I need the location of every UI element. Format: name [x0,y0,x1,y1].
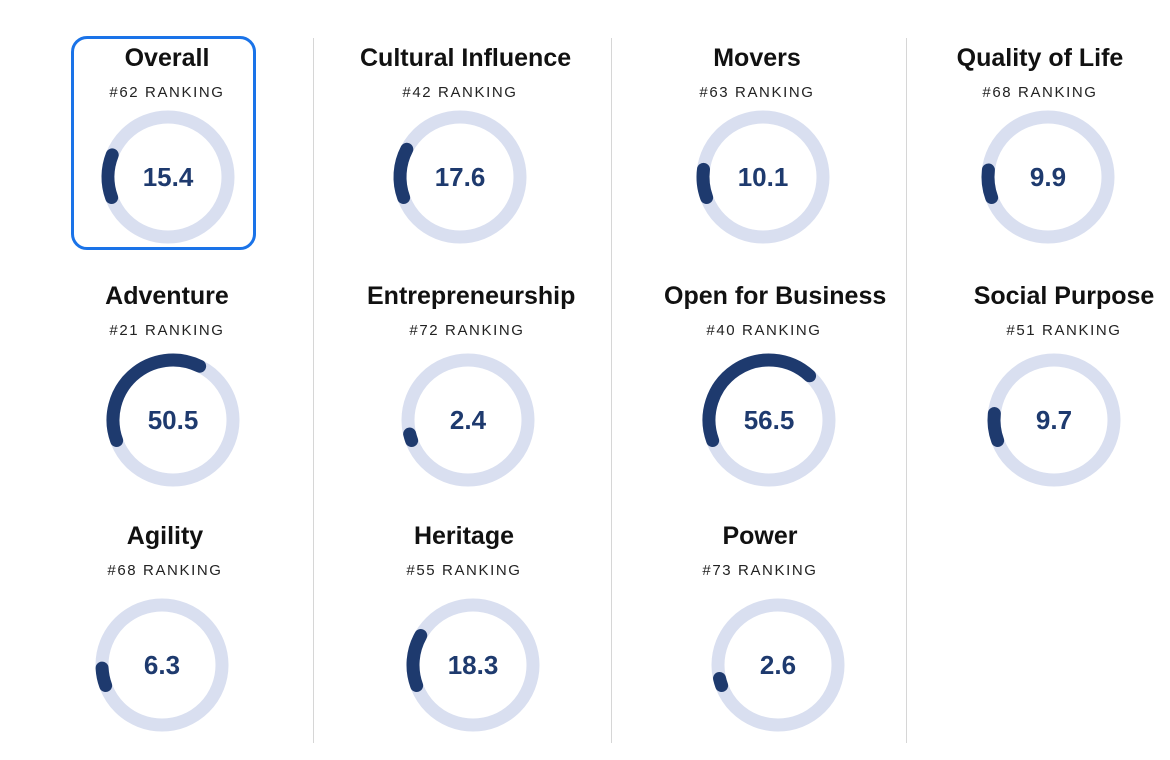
column-divider [313,38,314,743]
metric-ranking: #68 RANKING [107,562,223,579]
score-value: 9.9 [1030,162,1066,192]
metric-title: Adventure [105,282,229,310]
score-value: 2.4 [450,405,487,435]
score-value: 15.4 [143,162,194,192]
gauge-progress-arc [393,142,414,205]
gauge-progress-arc [987,407,1005,448]
metric-ranking: #55 RANKING [406,562,522,579]
metric-card-power[interactable]: Power #73 RANKING 2.6 [660,518,860,758]
gauge-progress-arc [713,671,729,693]
column-divider [611,38,612,743]
score-gauge: 10.1 [696,110,830,244]
metric-card-open-for-business[interactable]: Open for Business #40 RANKING 56.5 [664,278,887,518]
score-gauge: 6.3 [95,598,229,732]
gauge-track [711,598,845,732]
metric-card-movers[interactable]: Movers #63 RANKING 10.1 [657,40,857,280]
metric-title: Social Purpose [973,282,1155,310]
score-gauge: 9.9 [981,110,1115,244]
metric-ranking: #72 RANKING [409,322,525,339]
gauge-progress-arc [101,148,119,205]
score-value: 18.3 [448,650,499,680]
score-gauge: 2.6 [711,598,845,732]
metric-title: Entrepreneurship [367,282,576,310]
score-value: 10.1 [738,162,789,192]
score-value: 2.6 [760,650,796,680]
metric-card-adventure[interactable]: Adventure #21 RANKING 50.5 [67,278,267,518]
metric-title: Open for Business [664,282,887,310]
column-divider [906,38,907,743]
metric-card-quality-of-life[interactable]: Quality of Life #68 RANKING 9.9 [940,40,1140,280]
metric-title: Heritage [413,522,515,550]
gauge-progress-arc [406,629,428,693]
metric-card-overall[interactable]: Overall #62 RANKING 15.4 [67,40,267,280]
gauge-progress-arc [702,353,817,448]
metric-card-entrepreneurship[interactable]: Entrepreneurship #72 RANKING 2.4 [367,278,576,518]
score-gauge: 56.5 [702,353,836,487]
metric-title: Movers [713,44,801,72]
gauge-progress-arc [106,353,207,448]
metric-card-agility[interactable]: Agility #68 RANKING 6.3 [65,518,265,758]
score-value: 56.5 [744,405,795,435]
score-gauge: 15.4 [101,110,235,244]
score-value: 9.7 [1036,405,1072,435]
score-value: 50.5 [148,405,199,435]
metric-card-cultural-influence[interactable]: Cultural Influence #42 RANKING 17.6 [360,40,572,280]
metric-title: Cultural Influence [360,44,572,72]
metric-card-heritage[interactable]: Heritage #55 RANKING 18.3 [364,518,564,758]
metric-title: Quality of Life [956,44,1124,72]
gauge-progress-arc [696,162,714,205]
metric-ranking: #51 RANKING [1006,322,1122,339]
metric-title: Agility [126,522,204,550]
gauge-progress-arc [95,661,113,693]
score-gauge: 50.5 [106,353,240,487]
metric-ranking: #68 RANKING [982,84,1098,101]
gauge-track [401,353,535,487]
score-value: 17.6 [435,162,486,192]
metric-ranking: #63 RANKING [699,84,815,101]
metric-ranking: #62 RANKING [109,84,225,101]
metric-ranking: #42 RANKING [402,84,518,101]
metric-title: Overall [124,44,210,72]
score-gauge: 18.3 [406,598,540,732]
score-gauge: 9.7 [987,353,1121,487]
metric-ranking: #21 RANKING [109,322,225,339]
gauge-progress-arc [981,163,999,205]
metric-title: Power [722,522,798,550]
score-value: 6.3 [144,650,180,680]
metric-ranking: #73 RANKING [702,562,818,579]
score-gauge: 17.6 [393,110,527,244]
metric-ranking: #40 RANKING [706,322,822,339]
selected-card-highlight [71,36,256,250]
gauge-progress-arc [403,427,419,448]
score-gauge: 2.4 [401,353,535,487]
metric-card-social-purpose[interactable]: Social Purpose #51 RANKING 9.7 [964,278,1164,518]
